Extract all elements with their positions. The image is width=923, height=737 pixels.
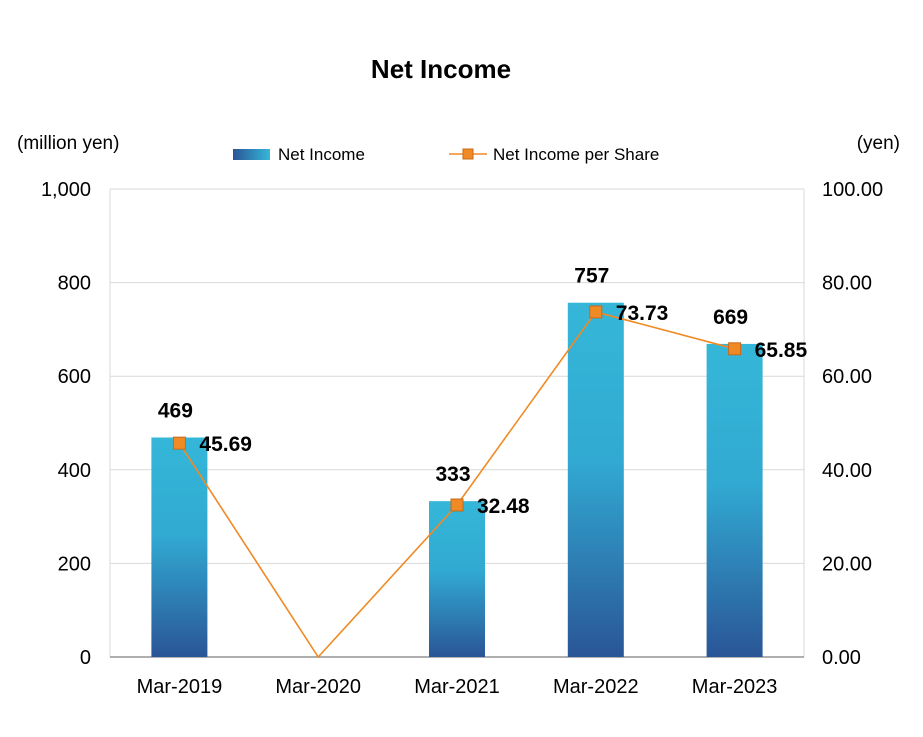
- eps-data-label: 73.73: [616, 302, 669, 325]
- left-tick-label: 800: [58, 273, 91, 295]
- x-tick-label: Mar-2021: [414, 676, 500, 698]
- eps-marker: [589, 305, 603, 319]
- left-tick-label: 200: [58, 553, 91, 575]
- bar-data-label: 669: [713, 306, 748, 329]
- left-tick-label: 600: [58, 366, 91, 388]
- right-tick-label: 0.00: [822, 647, 861, 669]
- legend-label-net-income: Net Income: [278, 145, 365, 164]
- eps-data-label: 32.48: [477, 495, 530, 518]
- x-tick-label: Mar-2023: [692, 676, 778, 698]
- bars: [151, 302, 763, 657]
- right-tick-label: 60.00: [822, 366, 872, 388]
- bar: [567, 302, 624, 657]
- bar-data-label: 757: [574, 265, 609, 288]
- eps-marker: [450, 498, 464, 512]
- x-tick-label: Mar-2022: [553, 676, 639, 698]
- right-axis-ticks: 0.00 20.00 40.00 60.00 80.00 100.00: [822, 179, 883, 669]
- legend: Net Income Net Income per Share: [233, 145, 659, 164]
- right-axis-unit: (yen): [857, 133, 900, 154]
- legend-swatch-net-income: [233, 149, 270, 160]
- x-tick-label: Mar-2019: [137, 676, 223, 698]
- left-axis-unit: (million yen): [17, 133, 119, 154]
- eps-data-label: 45.69: [199, 433, 252, 456]
- bar: [151, 437, 208, 657]
- bar-data-label: 333: [435, 463, 470, 486]
- chart-title: Net Income: [371, 54, 511, 84]
- left-axis-ticks: 0 200 400 600 800 1,000: [41, 179, 91, 669]
- bar: [706, 343, 763, 657]
- x-tick-label: Mar-2020: [275, 676, 361, 698]
- left-tick-label: 1,000: [41, 179, 91, 201]
- legend-label-eps: Net Income per Share: [493, 145, 659, 164]
- right-tick-label: 40.00: [822, 460, 872, 482]
- legend-marker-eps: [462, 148, 474, 160]
- bar: [429, 501, 485, 657]
- x-axis-ticks: Mar-2019 Mar-2020 Mar-2021 Mar-2022 Mar-2023: [137, 676, 778, 698]
- eps-line-series: [172, 305, 742, 659]
- eps-data-label: 65.85: [755, 339, 808, 362]
- left-tick-label: 0: [80, 647, 91, 669]
- right-tick-label: 20.00: [822, 553, 872, 575]
- left-tick-label: 400: [58, 460, 91, 482]
- right-tick-label: 100.00: [822, 179, 883, 201]
- bar-data-label: 469: [158, 400, 193, 423]
- eps-marker: [728, 342, 742, 356]
- eps-marker: [172, 436, 186, 450]
- data-labels: 469 333 757 669 45.69 32.48 73.73 65.85: [158, 265, 808, 518]
- right-tick-label: 80.00: [822, 273, 872, 295]
